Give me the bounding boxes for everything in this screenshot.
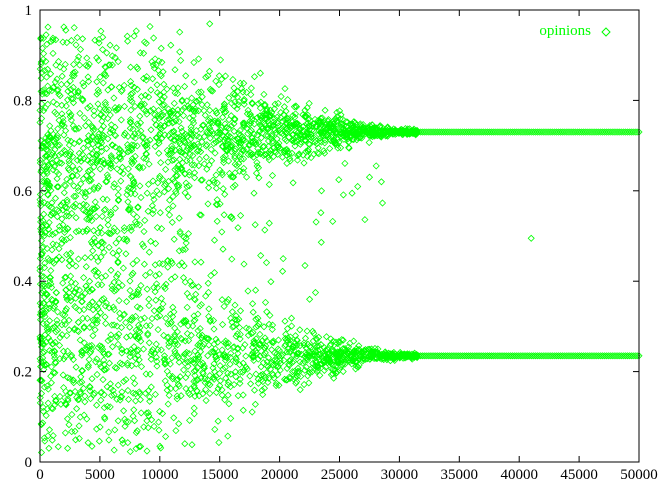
x-tick-label: 10000 (141, 467, 179, 483)
y-tick-label: 0.4 (13, 274, 32, 290)
x-tick-label: 5000 (85, 467, 115, 483)
y-tick-label: 0.8 (13, 93, 32, 109)
x-tick-label: 45000 (560, 467, 598, 483)
x-tick-label: 40000 (500, 467, 538, 483)
x-tick-label: 50000 (620, 467, 658, 483)
legend-marker (601, 27, 611, 37)
data-points (36, 20, 643, 457)
y-tick-label: 0.6 (13, 184, 32, 200)
x-tick-label: 35000 (441, 467, 479, 483)
x-tick-label: 20000 (261, 467, 299, 483)
y-tick-label: 0.2 (13, 365, 32, 381)
opinion-point (36, 20, 643, 457)
x-tick-label: 0 (36, 467, 44, 483)
axis-tick-labels: 0 5000 10000 15000 20000 25000 30000 35000 40000… (13, 3, 658, 483)
plot-frame (39, 9, 640, 463)
y-tick-label: 0 (25, 455, 33, 471)
x-tick-label: 25000 (321, 467, 359, 483)
legend-label-opinions: opinions (539, 23, 591, 39)
x-tick-label: 15000 (201, 467, 239, 483)
axis-ticks (39, 9, 640, 463)
legend: opinions (539, 23, 611, 39)
y-tick-label: 1 (25, 3, 33, 19)
x-tick-label: 30000 (381, 467, 419, 483)
